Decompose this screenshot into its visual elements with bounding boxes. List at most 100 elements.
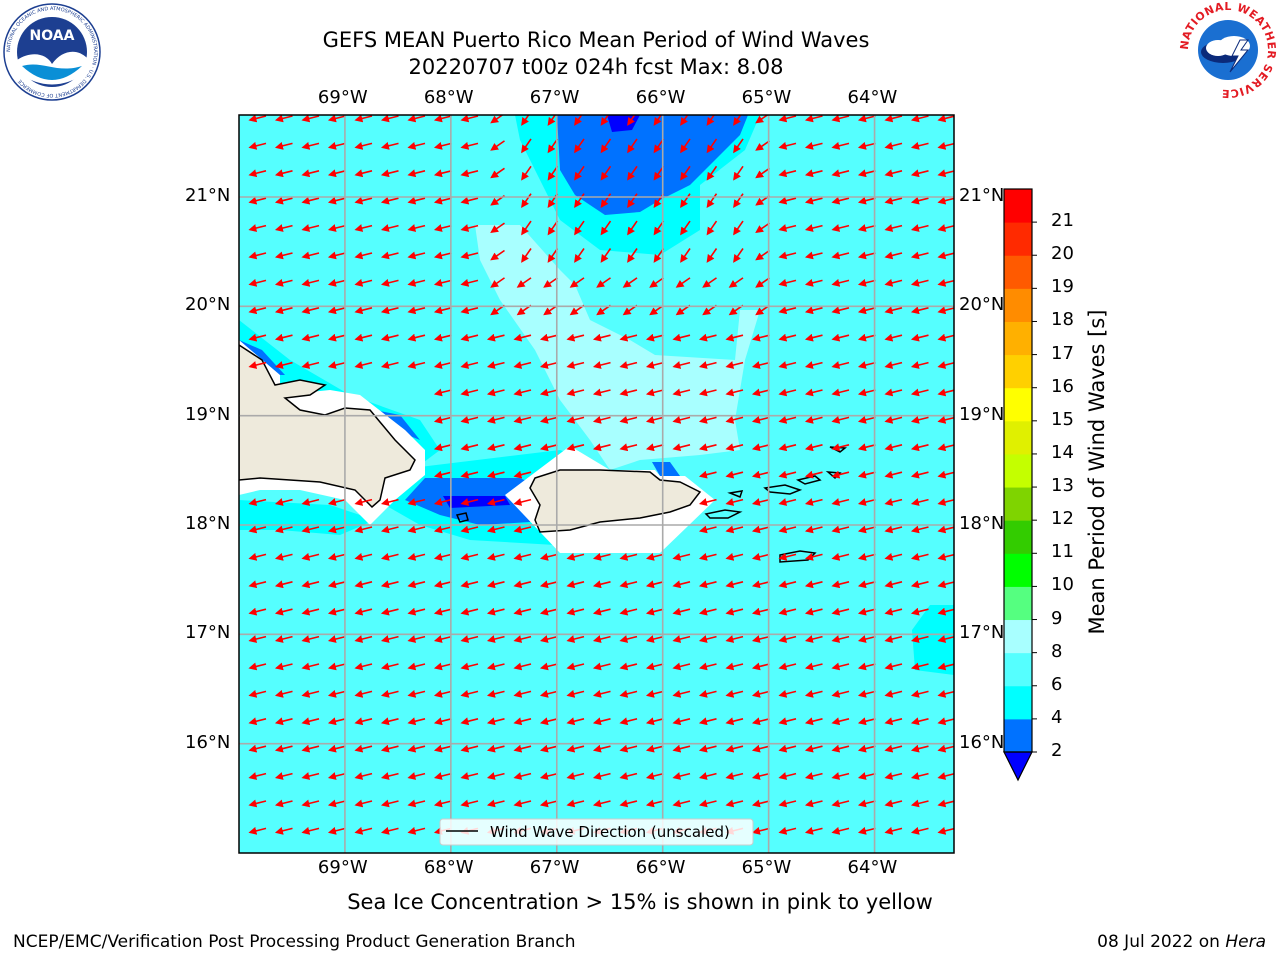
- wind-wave-arrow: [831, 525, 850, 534]
- wind-wave-arrow: [407, 799, 426, 808]
- wind-wave-arrow: [778, 251, 797, 260]
- wind-wave-arrow: [486, 635, 505, 643]
- wind-wave-arrow: [354, 717, 373, 726]
- wind-wave-arrow: [486, 470, 505, 479]
- wind-wave-arrow: [831, 443, 850, 452]
- wind-wave-arrow: [407, 635, 426, 643]
- wind-wave-arrow: [884, 689, 903, 698]
- wind-wave-arrow: [433, 141, 452, 150]
- wind-wave-arrow: [733, 220, 744, 236]
- wind-wave-arrow: [574, 193, 585, 209]
- wind-wave-arrow: [884, 415, 903, 424]
- wind-wave-arrow: [592, 443, 611, 452]
- wind-wave-arrow: [831, 415, 850, 424]
- wind-wave-arrow: [274, 498, 293, 506]
- wind-wave-arrow: [274, 689, 293, 698]
- wind-wave-arrow: [574, 220, 585, 236]
- wind-wave-arrow: [725, 689, 744, 698]
- wind-wave-arrow: [910, 196, 929, 205]
- wind-wave-arrow: [539, 333, 558, 342]
- wind-wave-arrow: [407, 306, 426, 315]
- wind-wave-arrow: [751, 333, 770, 342]
- wind-wave-arrow: [778, 717, 797, 726]
- contour-4s-north: [557, 115, 748, 215]
- lat-label-left: 18°N: [185, 513, 231, 534]
- wind-wave-arrow: [619, 772, 638, 780]
- wind-wave-arrow: [354, 306, 373, 315]
- wind-wave-arrow: [619, 580, 638, 589]
- wind-wave-arrow: [433, 498, 452, 506]
- wind-wave-arrow: [407, 361, 426, 369]
- wind-wave-arrow: [513, 717, 532, 726]
- wind-wave-arrow: [248, 772, 267, 780]
- wind-wave-arrow: [619, 689, 638, 698]
- wind-wave-arrow: [274, 333, 293, 342]
- wind-wave-arrow: [327, 498, 346, 506]
- wind-wave-arrow: [725, 744, 744, 753]
- wind-wave-arrow: [857, 772, 876, 780]
- wind-wave-arrow: [380, 196, 399, 205]
- wind-wave-arrow: [380, 525, 399, 534]
- wind-wave-arrow: [698, 525, 717, 534]
- wind-wave-arrow: [857, 415, 876, 424]
- colorbar-bin: [1004, 520, 1032, 554]
- wind-wave-arrow: [248, 580, 267, 589]
- wind-wave-arrow: [804, 115, 823, 123]
- wind-wave-arrow: [910, 826, 929, 835]
- wind-wave-arrow: [380, 552, 399, 561]
- wind-wave-arrow: [804, 306, 823, 315]
- wind-wave-arrow: [354, 525, 373, 534]
- wind-wave-arrow: [486, 552, 505, 561]
- wind-wave-arrow: [706, 115, 716, 126]
- wind-wave-arrow: [857, 224, 876, 232]
- wind-wave-arrow: [831, 772, 850, 780]
- wind-wave-arrow: [566, 662, 585, 671]
- wind-wave-arrow: [566, 552, 585, 561]
- wind-wave-arrow: [698, 443, 717, 452]
- wind-wave-arrow: [380, 306, 399, 315]
- wind-wave-arrow: [274, 306, 293, 315]
- wind-wave-arrow: [460, 196, 479, 205]
- wind-wave-arrow: [698, 744, 717, 753]
- wind-wave-arrow: [407, 169, 426, 178]
- wind-wave-arrow: [778, 635, 797, 643]
- lat-label-right: 20°N: [959, 294, 1005, 316]
- wind-wave-arrow: [725, 772, 744, 780]
- wind-wave-arrow: [592, 361, 611, 369]
- wind-wave-arrow: [755, 115, 769, 124]
- wind-wave-arrow: [672, 580, 691, 589]
- wind-wave-arrow: [884, 744, 903, 753]
- wind-wave-arrow: [490, 140, 505, 151]
- wind-wave-arrow: [725, 552, 744, 561]
- wind-wave-arrow: [645, 361, 664, 369]
- wind-wave-arrow: [592, 662, 611, 671]
- wind-wave-arrow: [831, 306, 850, 315]
- wind-wave-arrow: [884, 224, 903, 232]
- colorbar-bin: [1004, 453, 1032, 488]
- wind-wave-arrow: [354, 169, 373, 178]
- wind-wave-arrow: [301, 826, 320, 835]
- wind-wave-arrow: [301, 251, 320, 260]
- wind-wave-arrow: [751, 635, 770, 643]
- wind-wave-arrow: [354, 278, 373, 287]
- wind-wave-arrow: [804, 744, 823, 753]
- wind-wave-arrow: [600, 193, 612, 209]
- lat-label-right: 19°N: [959, 403, 1005, 425]
- wind-wave-arrow: [460, 415, 479, 424]
- wind-wave-arrow: [354, 251, 373, 260]
- contour-6s-southwest: [239, 500, 375, 535]
- wind-wave-arrow: [354, 799, 373, 808]
- colorbar-tick-label: 15: [1051, 408, 1074, 430]
- wind-wave-arrow: [857, 525, 876, 534]
- wind-wave-arrow: [884, 361, 903, 369]
- wind-wave-arrow: [274, 224, 293, 232]
- wind-wave-arrow: [327, 744, 346, 753]
- wind-wave-arrow: [486, 361, 505, 369]
- wind-wave-arrow: [857, 744, 876, 753]
- wind-wave-arrow: [248, 278, 267, 287]
- wind-wave-arrow: [937, 196, 954, 205]
- wind-wave-arrow: [751, 361, 770, 369]
- wind-wave-arrow: [274, 115, 293, 123]
- wind-wave-arrow: [407, 333, 426, 342]
- wind-wave-arrow: [539, 662, 558, 671]
